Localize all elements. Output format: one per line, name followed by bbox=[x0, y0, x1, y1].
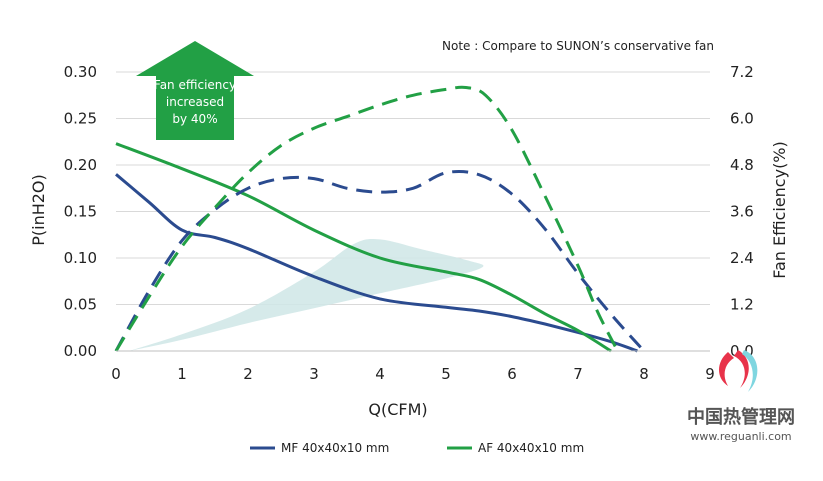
x-tick-label: 2 bbox=[243, 365, 253, 383]
annotation-line-2: increased bbox=[166, 95, 224, 109]
y-left-tick-label: 0.10 bbox=[64, 249, 97, 267]
y-left-tick-label: 0.00 bbox=[64, 342, 97, 360]
watermark: 中国热管理网 www.reguanli.com bbox=[687, 350, 795, 443]
y-left-tick-label: 0.30 bbox=[64, 63, 97, 81]
pq-line-0 bbox=[115, 173, 638, 353]
legend: MF 40x40x10 mm AF 40x40x10 mm bbox=[250, 441, 584, 455]
y-left-tick-label: 0.25 bbox=[64, 110, 97, 128]
efficiency-increase-annotation: Fan efficiency increased by 40% bbox=[136, 41, 254, 140]
x-tick-label: 0 bbox=[111, 365, 121, 383]
y-left-tick-label: 0.15 bbox=[64, 203, 97, 221]
x-tick-labels: 0 1 2 3 4 5 6 7 8 9 bbox=[111, 365, 715, 383]
y-left-tick-label: 0.05 bbox=[64, 296, 97, 314]
watermark-url: www.reguanli.com bbox=[690, 430, 791, 443]
annotation-line-3: by 40% bbox=[172, 112, 217, 126]
x-tick-label: 9 bbox=[705, 365, 715, 383]
x-tick-label: 7 bbox=[573, 365, 583, 383]
y-right-tick-label: 2.4 bbox=[730, 249, 754, 267]
y-left-axis-title: P(inH2O) bbox=[29, 174, 48, 246]
y-right-tick-label: 6.0 bbox=[730, 110, 754, 128]
chart-note: Note : Compare to SUNON’s conservative f… bbox=[442, 39, 714, 53]
y-right-tick-label: 4.8 bbox=[730, 156, 754, 174]
x-tick-label: 5 bbox=[441, 365, 451, 383]
legend-label-af: AF 40x40x10 mm bbox=[478, 441, 584, 455]
pq-line-1 bbox=[115, 142, 612, 353]
y-right-axis-title: Fan Efficiency(%) bbox=[770, 141, 789, 279]
x-tick-label: 1 bbox=[177, 365, 187, 383]
x-tick-label: 3 bbox=[309, 365, 319, 383]
efficiency-line-3 bbox=[114, 85, 619, 352]
x-tick-label: 6 bbox=[507, 365, 517, 383]
series-layer bbox=[114, 85, 646, 353]
watermark-logo-icon bbox=[719, 350, 758, 392]
x-tick-label: 4 bbox=[375, 365, 385, 383]
annotation-line-1: Fan efficiency bbox=[154, 78, 236, 92]
x-axis-title: Q(CFM) bbox=[368, 400, 427, 419]
watermark-title: 中国热管理网 bbox=[687, 406, 795, 428]
x-tick-label: 8 bbox=[639, 365, 649, 383]
y-right-tick-labels: 0.01.22.43.64.86.07.2 bbox=[730, 63, 754, 360]
y-left-tick-labels: 0.00 0.05 0.10 0.15 0.20 0.25 0.30 bbox=[64, 63, 97, 360]
y-right-tick-label: 3.6 bbox=[730, 203, 754, 221]
legend-label-mf: MF 40x40x10 mm bbox=[281, 441, 389, 455]
y-left-tick-label: 0.20 bbox=[64, 156, 97, 174]
y-right-tick-label: 7.2 bbox=[730, 63, 754, 81]
operating-region-area bbox=[129, 239, 484, 351]
up-arrow-icon bbox=[136, 41, 254, 140]
y-right-tick-label: 1.2 bbox=[730, 296, 754, 314]
